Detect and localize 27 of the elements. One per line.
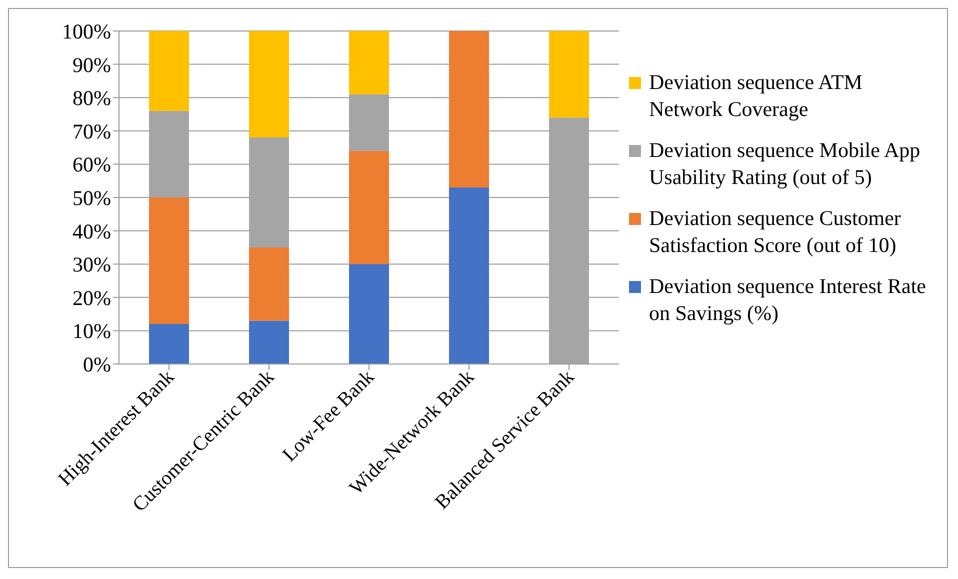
bar xyxy=(349,31,389,94)
bar xyxy=(549,31,589,118)
legend-label: Deviation sequence ATM Network Coverage xyxy=(649,69,864,123)
bar xyxy=(349,264,389,364)
legend-label: Deviation sequence Mobile App Usability Rating (out of 5) xyxy=(649,137,922,191)
bar xyxy=(449,31,489,188)
bar xyxy=(249,31,289,138)
y-tick-label: 20% xyxy=(72,286,111,310)
bar xyxy=(349,150,389,264)
y-tick-label: 100% xyxy=(62,19,111,44)
y-tick-label: 80% xyxy=(72,86,111,110)
y-tick-label: 70% xyxy=(72,119,111,144)
y-tick-label: 50% xyxy=(72,186,111,210)
bar xyxy=(249,247,289,321)
y-tick-label: 90% xyxy=(72,52,111,77)
y-tick-label: 10% xyxy=(72,319,111,344)
y-tick-label: 0% xyxy=(83,352,111,376)
bar xyxy=(449,188,489,364)
y-tick-label: 60% xyxy=(72,152,111,177)
bar xyxy=(249,320,289,364)
bar xyxy=(149,31,189,111)
bar xyxy=(149,198,189,324)
y-tick-label: 30% xyxy=(72,252,111,277)
legend-label: Deviation sequence Customer Satisfaction Score (out of 10) xyxy=(649,205,902,259)
legend-label: Deviation sequence Interest Rate on Savings (%) xyxy=(649,273,927,327)
y-tick-label: 40% xyxy=(72,219,111,244)
bar xyxy=(149,324,189,364)
